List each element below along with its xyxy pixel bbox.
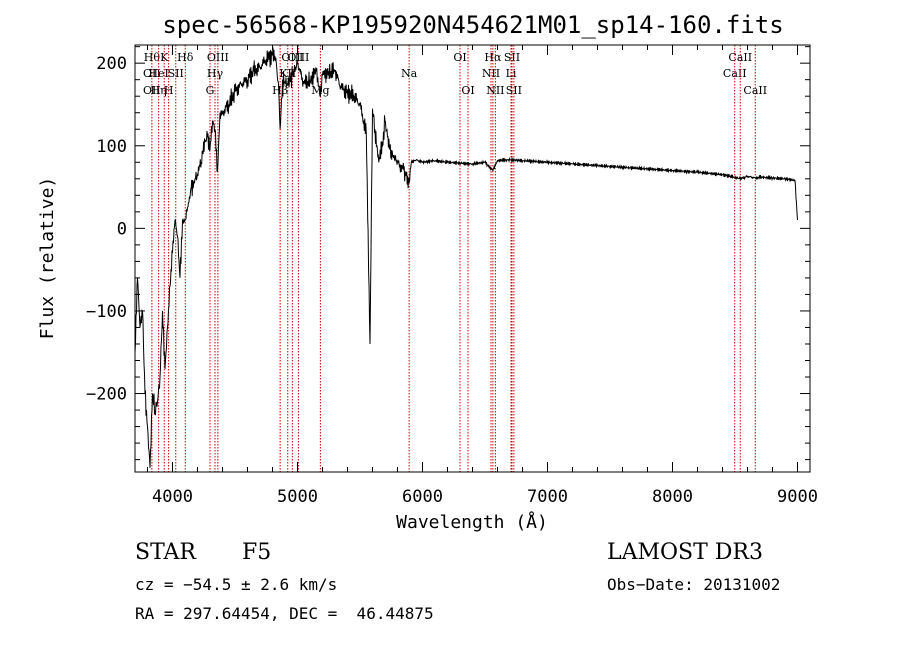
line-label-25: SII xyxy=(506,84,522,97)
coordinates-readout: RA = 297.64454, DEC = 46.44875 xyxy=(135,604,434,623)
line-label-0: Hθ xyxy=(144,51,161,64)
y-tick-label-0: 0 xyxy=(117,219,127,239)
line-label-8: Hδ xyxy=(177,51,194,64)
line-label-23: Li xyxy=(506,67,517,80)
line-label-14: OIII xyxy=(287,51,309,64)
line-label-12: Hβ xyxy=(272,84,288,97)
line-label-18: OI xyxy=(453,51,466,64)
x-tick-label-7000: 7000 xyxy=(527,487,568,507)
chart-title: spec-56568-KP195920N454621M01_sp14-160.f… xyxy=(162,11,783,39)
survey-name: LAMOST DR3 xyxy=(607,540,763,565)
line-label-21: Hα xyxy=(484,51,502,64)
line-label-24: SII xyxy=(504,51,520,64)
line-label-28: CaII xyxy=(743,84,767,97)
line-label-7: SII xyxy=(168,67,184,80)
line-label-22: NII xyxy=(486,84,504,97)
x-tick-label-9000: 9000 xyxy=(777,487,818,507)
y-axis-label: Flux (relative) xyxy=(37,177,58,340)
line-label-10: Hγ xyxy=(207,67,224,80)
line-label-2: OII xyxy=(143,84,161,97)
line-label-26: CaII xyxy=(723,67,747,80)
x-tick-label-6000: 6000 xyxy=(402,487,443,507)
x-tick-label-8000: 8000 xyxy=(652,487,693,507)
line-label-5: K xyxy=(160,51,169,64)
plot-frame xyxy=(134,44,811,473)
line-label-17: Na xyxy=(401,67,418,80)
y-tick-label--200: −200 xyxy=(86,385,127,405)
line-label-6: H xyxy=(164,84,174,97)
object-subclass: F5 xyxy=(242,540,272,565)
observation-date: Obs−Date: 20131002 xyxy=(607,575,781,594)
line-label-27: CaII xyxy=(728,51,752,64)
line-label-3: HeI xyxy=(148,67,168,80)
y-tick-label-100: 100 xyxy=(96,137,127,157)
spectral-line-markers: HθOIIOIIHeIHηKHSIIHδGHγOIIIHβOIIIOIIIKII… xyxy=(143,45,767,472)
y-tick-label--100: −100 xyxy=(86,302,127,322)
line-label-9: G xyxy=(206,84,215,97)
spectrum-line xyxy=(134,47,798,468)
x-tick-label-5000: 5000 xyxy=(277,487,318,507)
line-label-4: Hη xyxy=(151,84,167,97)
y-tick-label-200: 200 xyxy=(96,54,127,74)
x-tick-label-4000: 4000 xyxy=(152,487,193,507)
line-label-11: OIII xyxy=(207,51,229,64)
line-label-1: OII xyxy=(143,67,161,80)
redshift-readout: cz = −54.5 ± 2.6 km/s xyxy=(135,575,338,594)
line-label-20: NII xyxy=(482,67,500,80)
axis-ticks: 4000 5000 6000 7000 8000 9000 −200 −100 0 100 200 xyxy=(86,45,818,507)
spectrum-series xyxy=(134,47,798,468)
object-class: STAR xyxy=(135,540,196,565)
x-axis-label: Wavelength (Å) xyxy=(396,511,548,533)
line-label-19: OI xyxy=(461,84,474,97)
